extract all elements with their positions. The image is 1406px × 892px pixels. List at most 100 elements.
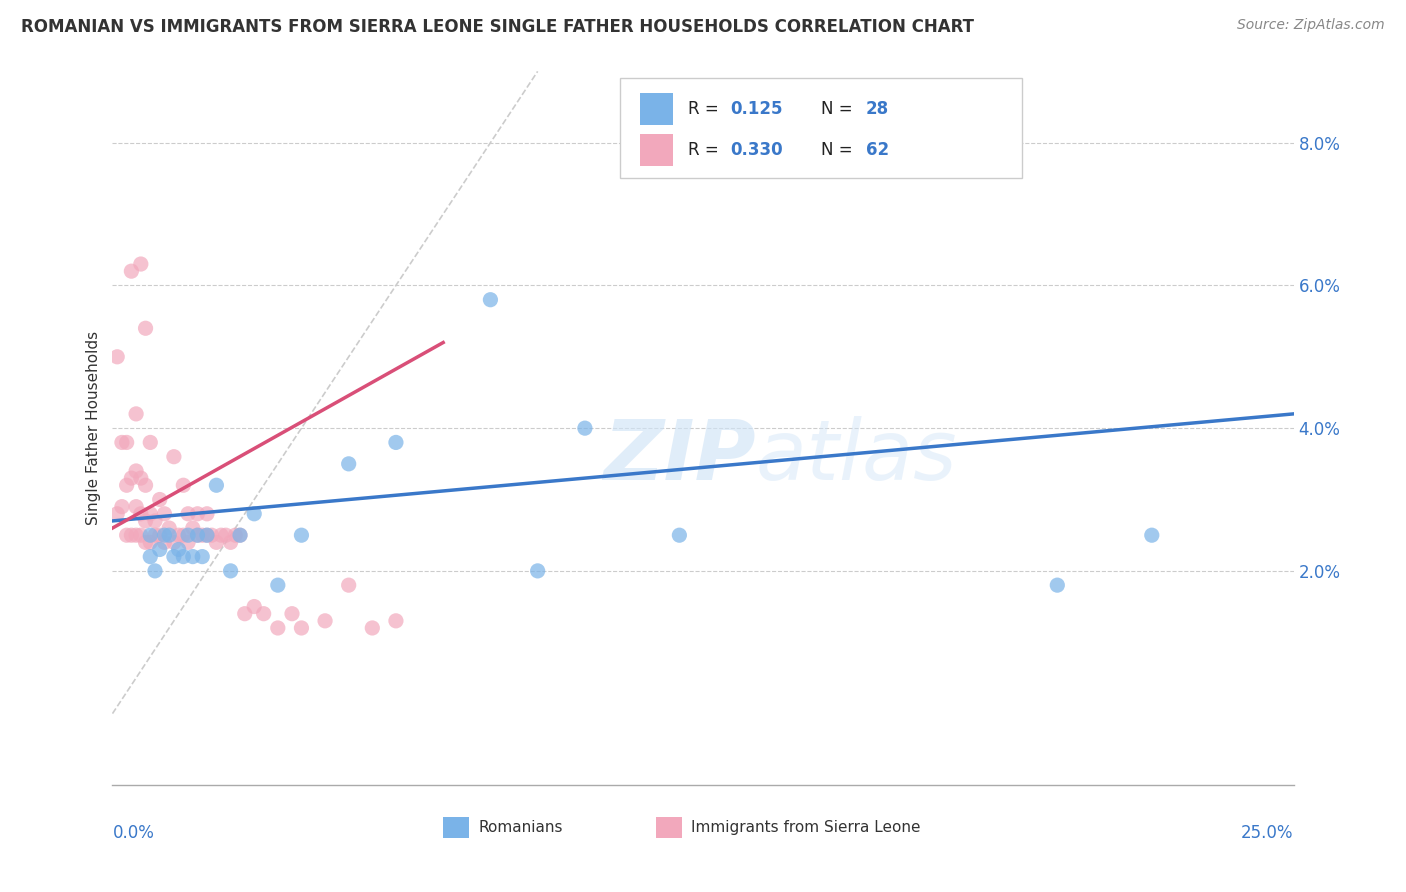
Point [243, 507, 266, 521]
Point [149, 542, 172, 557]
Point [177, 528, 200, 542]
Text: R =: R = [688, 141, 724, 159]
Point [115, 478, 138, 492]
Text: Immigrants from Sierra Leone: Immigrants from Sierra Leone [692, 821, 921, 835]
Point [186, 528, 208, 542]
Point [153, 528, 176, 542]
Point [149, 528, 172, 542]
Point [385, 435, 408, 450]
Point [574, 421, 596, 435]
Point [135, 478, 157, 492]
Point [153, 507, 176, 521]
Text: 62: 62 [866, 141, 889, 159]
Point [1046, 578, 1069, 592]
Bar [640, 134, 673, 166]
Point [120, 264, 142, 278]
Point [219, 564, 242, 578]
Point [191, 528, 214, 542]
Point [143, 514, 166, 528]
Point [314, 614, 336, 628]
Point [129, 528, 152, 542]
Point [115, 528, 138, 542]
Point [195, 528, 218, 542]
Point [105, 507, 128, 521]
Text: 0.125: 0.125 [730, 100, 783, 118]
Point [253, 607, 276, 621]
Point [479, 293, 502, 307]
Point [129, 257, 152, 271]
Point [105, 350, 128, 364]
Point [281, 607, 304, 621]
Point [224, 528, 246, 542]
Point [135, 321, 157, 335]
Point [186, 507, 208, 521]
Text: ZIP: ZIP [603, 417, 755, 497]
Point [111, 435, 134, 450]
Point [186, 528, 208, 542]
FancyBboxPatch shape [620, 78, 1022, 178]
Point [157, 521, 180, 535]
Point [167, 542, 190, 557]
Text: 25.0%: 25.0% [1241, 824, 1294, 842]
Point [125, 500, 148, 514]
Text: ROMANIAN VS IMMIGRANTS FROM SIERRA LEONE SINGLE FATHER HOUSEHOLDS CORRELATION CH: ROMANIAN VS IMMIGRANTS FROM SIERRA LEONE… [21, 18, 974, 36]
Point [267, 621, 290, 635]
Point [219, 535, 242, 549]
Point [385, 614, 408, 628]
Point [143, 528, 166, 542]
Text: R =: R = [688, 100, 724, 118]
Point [172, 549, 194, 564]
Point [153, 535, 176, 549]
Point [201, 528, 224, 542]
Point [181, 521, 204, 535]
Point [233, 607, 256, 621]
Point [135, 514, 157, 528]
Point [205, 478, 228, 492]
Point [229, 528, 252, 542]
Point [215, 528, 238, 542]
Point [139, 528, 162, 542]
Point [167, 528, 190, 542]
Point [139, 507, 162, 521]
Point [129, 507, 152, 521]
Point [139, 535, 162, 549]
Point [209, 528, 232, 542]
Point [139, 549, 162, 564]
Text: N =: N = [821, 100, 858, 118]
Point [115, 435, 138, 450]
Point [120, 528, 142, 542]
Point [125, 464, 148, 478]
Text: 28: 28 [866, 100, 889, 118]
Bar [443, 817, 470, 838]
Point [177, 535, 200, 549]
Point [172, 528, 194, 542]
Text: atlas: atlas [755, 417, 957, 497]
Text: Romanians: Romanians [478, 821, 562, 835]
Point [172, 478, 194, 492]
Point [229, 528, 252, 542]
Text: 0.330: 0.330 [730, 141, 783, 159]
Point [111, 500, 134, 514]
Point [243, 599, 266, 614]
Point [290, 528, 312, 542]
Point [195, 507, 218, 521]
Point [139, 435, 162, 450]
Point [205, 535, 228, 549]
Point [191, 549, 214, 564]
Point [181, 549, 204, 564]
Point [267, 578, 290, 592]
Text: 0.0%: 0.0% [112, 824, 155, 842]
Point [195, 528, 218, 542]
Y-axis label: Single Father Households: Single Father Households [86, 331, 101, 525]
Point [125, 528, 148, 542]
Point [177, 507, 200, 521]
Bar [640, 93, 673, 125]
Point [361, 621, 384, 635]
Point [120, 471, 142, 485]
Point [163, 450, 186, 464]
Point [290, 621, 312, 635]
Point [149, 492, 172, 507]
Point [129, 471, 152, 485]
Bar [655, 817, 682, 838]
Point [668, 528, 690, 542]
